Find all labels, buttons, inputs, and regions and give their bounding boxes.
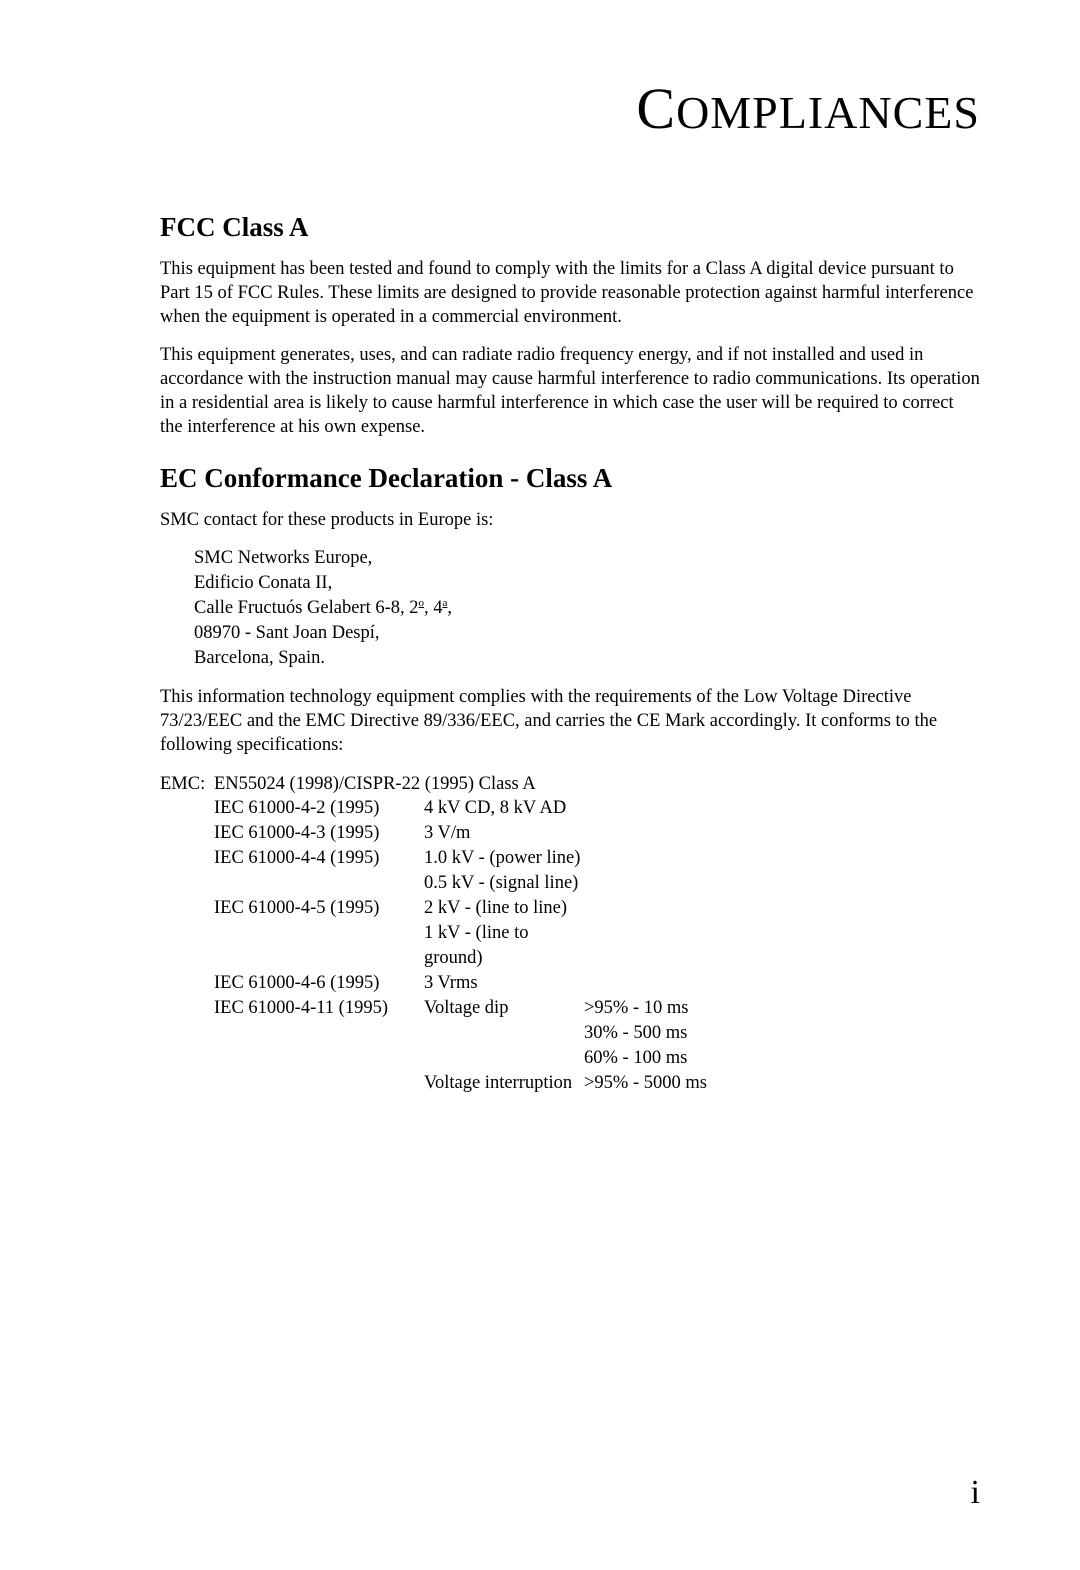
ec-heading: EC Conformance Declaration - Class A: [160, 463, 980, 494]
emc-row: 30% - 500 ms: [160, 1021, 980, 1046]
emc-row: IEC 61000-4-2 (1995)4 kV CD, 8 kV AD: [160, 796, 980, 821]
address-line-3: Calle Fructuós Gelabert 6-8, 2o, 4a,: [194, 596, 980, 621]
emc-header: EN55024 (1998)/CISPR-22 (1995) Class A: [214, 772, 536, 797]
chapter-title-initial: C: [636, 76, 676, 141]
emc-row: IEC 61000-4-4 (1995)1.0 kV - (power line…: [160, 846, 980, 871]
fcc-heading: FCC Class A: [160, 212, 980, 243]
page-number: i: [971, 1474, 980, 1512]
emc-row: IEC 61000-4-6 (1995)3 Vrms: [160, 971, 980, 996]
emc-row: IEC 61000-4-11 (1995)Voltage dip>95% - 1…: [160, 996, 980, 1021]
emc-row: Voltage interruption>95% - 5000 ms: [160, 1071, 980, 1096]
chapter-title-rest: OMPLIANCES: [676, 87, 980, 138]
emc-row: IEC 61000-4-3 (1995)3 V/m: [160, 821, 980, 846]
emc-row: 60% - 100 ms: [160, 1046, 980, 1071]
address-line-5: Barcelona, Spain.: [194, 646, 980, 671]
emc-label: EMC:: [160, 772, 214, 797]
emc-table: EMC: EN55024 (1998)/CISPR-22 (1995) Clas…: [160, 772, 980, 1097]
ec-para-after: This information technology equipment co…: [160, 685, 980, 757]
ec-intro: SMC contact for these products in Europe…: [160, 508, 980, 532]
emc-row: 1 kV - (line to ground): [160, 921, 980, 971]
ec-address: SMC Networks Europe, Edificio Conata II,…: [194, 546, 980, 671]
page-container: COMPLIANCES FCC Class A This equipment h…: [0, 0, 1080, 1570]
address-line-2: Edificio Conata II,: [194, 571, 980, 596]
chapter-title: COMPLIANCES: [160, 75, 980, 142]
emc-header-row: EMC: EN55024 (1998)/CISPR-22 (1995) Clas…: [160, 772, 980, 797]
address-line-1: SMC Networks Europe,: [194, 546, 980, 571]
address-line-4: 08970 - Sant Joan Despí,: [194, 621, 980, 646]
emc-row: IEC 61000-4-5 (1995)2 kV - (line to line…: [160, 896, 980, 921]
fcc-para-1: This equipment has been tested and found…: [160, 257, 980, 329]
emc-row: 0.5 kV - (signal line): [160, 871, 980, 896]
fcc-para-2: This equipment generates, uses, and can …: [160, 343, 980, 439]
